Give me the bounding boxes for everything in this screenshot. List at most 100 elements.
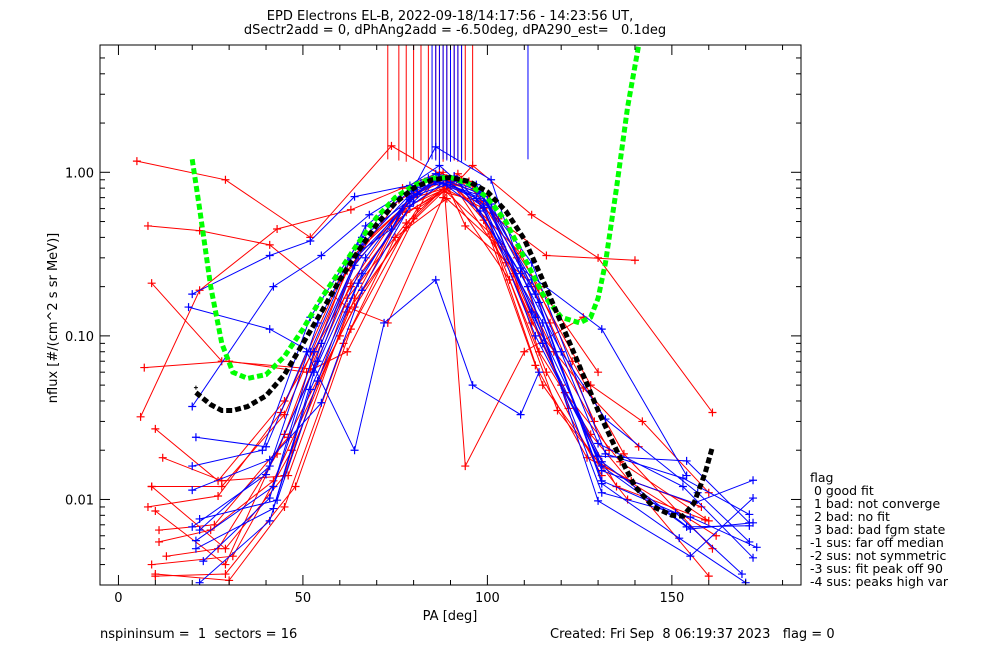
data-point-marker (147, 482, 156, 491)
series-line-6 (151, 180, 702, 550)
data-point-marker (221, 560, 230, 569)
data-point-marker (273, 225, 282, 234)
data-point-marker (195, 526, 204, 535)
data-point-marker (704, 572, 713, 581)
legend-item: 1 bad: not converge (810, 496, 941, 511)
legend-item: 2 bad: no fit (810, 509, 890, 524)
data-point-marker (435, 161, 444, 170)
data-point-marker (752, 543, 761, 552)
data-point-marker (151, 572, 160, 581)
legend-item: -3 sus: fit peak off 90 (810, 561, 943, 576)
data-point-marker (269, 282, 278, 291)
data-point-marker (749, 494, 758, 503)
data-point-marker (191, 433, 200, 442)
data-point-marker (221, 570, 230, 579)
data-point-marker (350, 192, 359, 201)
data-point-marker (745, 518, 754, 527)
data-point-marker (306, 237, 315, 246)
data-point-marker (188, 402, 197, 411)
data-point-marker (476, 206, 485, 215)
data-point-marker (704, 516, 713, 525)
series-line-9 (155, 198, 603, 581)
series-line-20 (195, 279, 540, 452)
data-point-marker (686, 513, 695, 522)
footer-spin-info: nspininsum = 1 sectors = 16 (100, 627, 298, 642)
data-point-marker (265, 240, 274, 249)
data-point-marker (380, 318, 389, 327)
x-tick-label: 150 (659, 591, 684, 606)
data-point-marker (749, 553, 758, 562)
data-point-marker (155, 526, 164, 535)
x-tick-label: 100 (475, 591, 500, 606)
data-point-marker (132, 157, 141, 166)
series-line-12 (147, 179, 706, 521)
chart-title-line1: EPD Electrons EL-B, 2022-09-18/14:17:56 … (266, 9, 634, 24)
data-point-marker (258, 446, 267, 455)
data-point-marker (638, 417, 647, 426)
data-point-marker (479, 203, 488, 212)
black-fit-curve (194, 174, 715, 519)
data-point-marker (269, 504, 278, 513)
data-point-marker (531, 290, 540, 299)
data-point-marker (309, 347, 318, 356)
data-point-marker (221, 544, 230, 553)
x-tick-label: 50 (295, 591, 312, 606)
data-point-marker (678, 482, 687, 491)
series-line-0 (136, 145, 710, 494)
data-point-marker (630, 256, 639, 265)
series-line-22 (199, 173, 743, 575)
data-point-marker (140, 363, 149, 372)
data-point-marker (357, 286, 366, 295)
data-point-marker (405, 195, 414, 204)
fit-start-marker (193, 385, 198, 390)
data-point-marker (147, 279, 156, 288)
series-line-3 (144, 181, 636, 373)
data-point-marker (634, 442, 643, 451)
data-point-marker (265, 251, 274, 260)
x-tick-label: 0 (114, 591, 122, 606)
data-point-marker (520, 347, 529, 356)
data-point-marker (523, 282, 532, 291)
data-point-marker (413, 204, 422, 213)
data-point-marker (361, 253, 370, 262)
data-point-marker (538, 339, 547, 348)
data-point-marker (280, 502, 289, 511)
series-line-16 (151, 177, 713, 550)
data-point-marker (262, 470, 271, 479)
data-layer (132, 45, 761, 585)
data-point-marker (265, 325, 274, 334)
legend-item: 3 bad: bad fgm state (810, 522, 946, 537)
data-point-marker (527, 210, 536, 219)
data-point-marker (442, 194, 451, 203)
data-point-marker (143, 221, 152, 230)
y-tick-label: 1.00 (65, 166, 94, 181)
data-point-marker (431, 142, 440, 151)
data-point-marker (306, 385, 315, 394)
legend-item: -4 sus: peaks high var (810, 574, 949, 589)
data-point-marker (505, 275, 514, 284)
data-point-marker (143, 502, 152, 511)
legend-item: 0 good fit (810, 483, 874, 498)
data-point-marker (313, 376, 322, 385)
data-point-marker (745, 537, 754, 546)
data-point-marker (461, 462, 470, 471)
data-point-marker (302, 347, 311, 356)
footer-created-info: Created: Fri Sep 8 06:19:37 2023 flag = … (550, 627, 835, 642)
data-point-marker (155, 537, 164, 546)
data-point-marker (712, 531, 721, 540)
data-point-marker (354, 279, 363, 288)
y-tick-label: 0.10 (65, 330, 94, 345)
data-point-marker (686, 552, 695, 561)
legend-title: flag (810, 470, 834, 485)
data-point-marker (199, 557, 208, 566)
x-axis-label: PA [deg] (423, 609, 478, 624)
data-point-marker (737, 570, 746, 579)
data-point-marker (184, 303, 193, 312)
data-point-marker (697, 502, 706, 511)
data-point-marker (136, 412, 145, 421)
data-point-marker (531, 331, 540, 340)
data-point-marker (431, 275, 440, 284)
data-point-marker (265, 516, 274, 525)
data-point-marker (468, 161, 477, 170)
